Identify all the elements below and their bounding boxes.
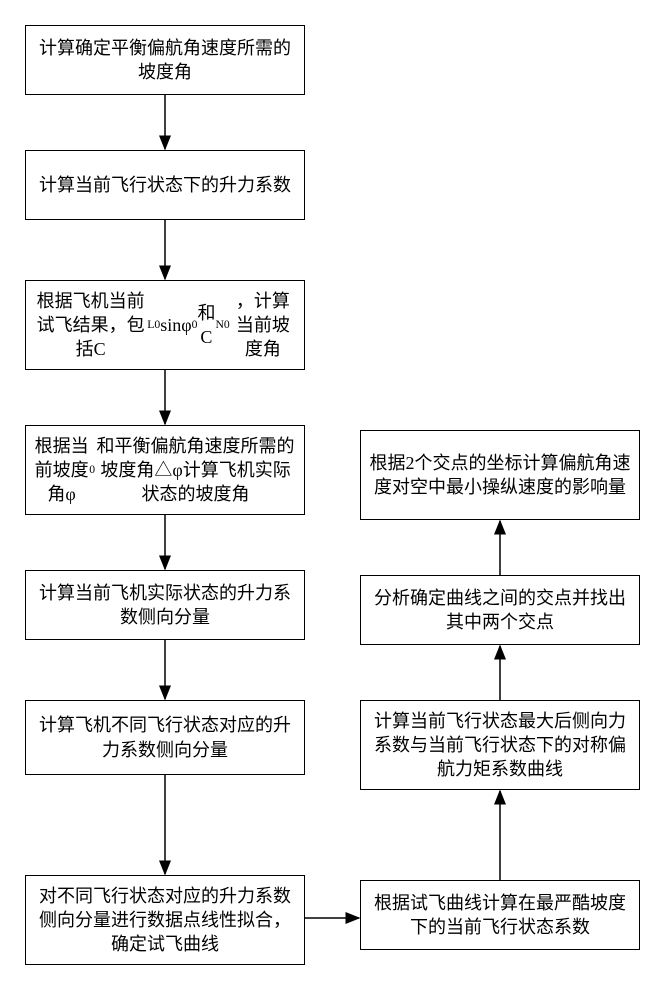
flow-node-3: 根据飞机当前试飞结果，包括CL0sinφ0和CN0，计算当前坡度角 — [25, 280, 305, 370]
flow-node-11: 根据2个交点的坐标计算偏航角速度对空中最小操纵速度的影响量 — [360, 430, 640, 520]
flow-node-1: 计算确定平衡偏航角速度所需的坡度角 — [25, 25, 305, 95]
flow-node-2: 计算当前飞行状态下的升力系数 — [25, 150, 305, 220]
flow-node-7: 对不同飞行状态对应的升力系数侧向分量进行数据点线性拟合，确定试飞曲线 — [25, 875, 305, 965]
flow-node-5: 计算当前飞机实际状态的升力系数侧向分量 — [25, 570, 305, 640]
flow-node-6: 计算飞机不同飞行状态对应的升力系数侧向分量 — [25, 700, 305, 775]
flow-node-9: 计算当前飞行状态最大后侧向力系数与当前飞行状态下的对称偏航力矩系数曲线 — [360, 700, 640, 790]
flow-node-8: 根据试飞曲线计算在最严酷坡度下的当前飞行状态系数 — [360, 880, 640, 950]
flow-node-10: 分析确定曲线之间的交点并找出其中两个交点 — [360, 575, 640, 645]
flow-node-4: 根据当前坡度角φ0和平衡偏航角速度所需的坡度角△φ计算飞机实际状态的坡度角 — [25, 425, 305, 515]
